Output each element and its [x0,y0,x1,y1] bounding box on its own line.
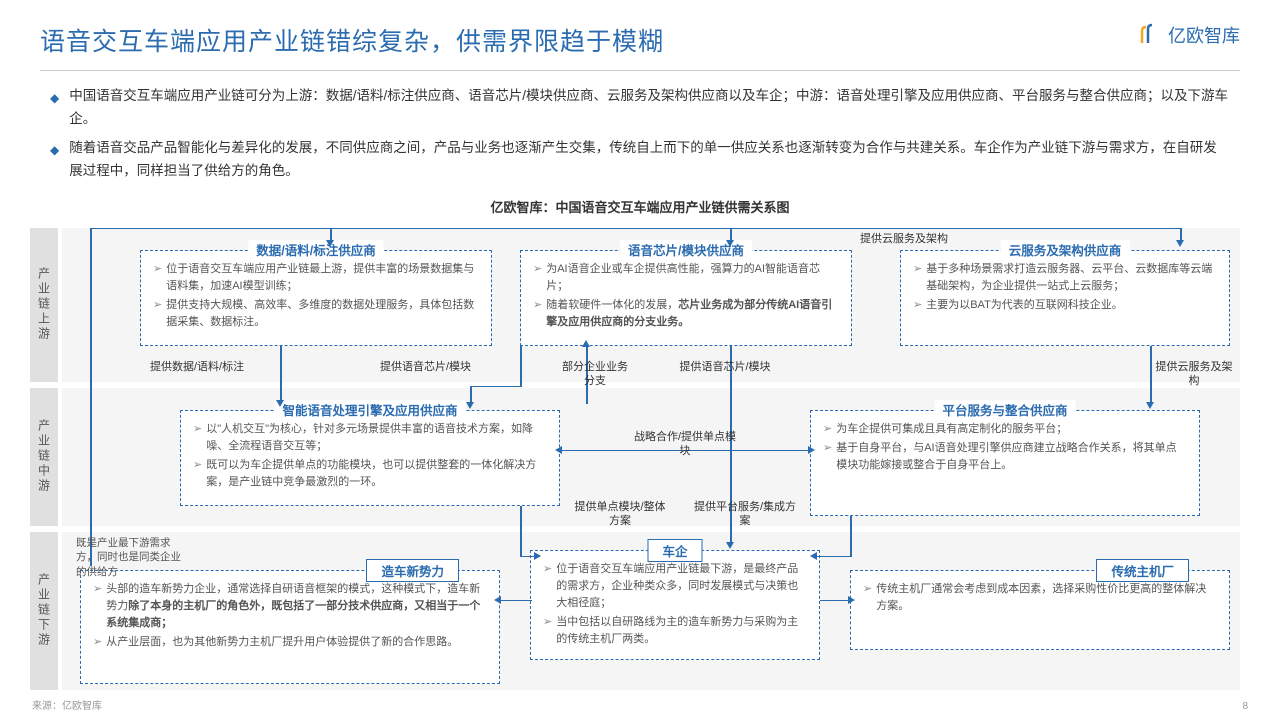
bullet-2: ◆随着语音交品产品智能化与差异化的发展，不同供应商之间，产品与业务也逐渐产生交集… [50,137,1230,183]
arrow-eng-plat-r [808,446,815,454]
box-data-supplier-title: 数据/语料/标注供应商 [248,240,383,259]
box-cloud-supplier: 云服务及架构供应商 基于多种场景需求打造云服务器、云平台、云数据库等云端基础架构… [900,250,1230,346]
line-data-engine [280,346,282,402]
label-e3: 部分企业业务分支 [560,360,630,389]
logo-text: 亿欧智库 [1168,22,1240,48]
box-data-supplier: 数据/语料/标注供应商 位于语音交互车端应用产业链最上游，提供丰富的场景数据集与… [140,250,492,346]
line-plat-oem-h [816,556,852,558]
arrow-eng-plat-l [555,446,562,454]
label-e9: 提供平台服务/集成方案 [690,500,800,529]
box-platform-supplier-title: 平台服务与整合供应商 [934,400,1075,419]
arrow-branch [582,340,590,347]
note-new-oem: 既是产业最下游需求方，同时也是同类企业的供给方 [76,536,186,580]
box-trad-oem-title: 传统主机厂 [1096,559,1189,582]
arrow-eng-oem [534,552,541,560]
arrow-to-cloud [1176,240,1184,247]
bullet-1: ◆中国语音交互车端应用产业链可分为上游：数据/语料/标注供应商、语音芯片/模块供… [50,85,1230,131]
page-number: 8 [1242,701,1248,712]
box-trad-oem: 传统主机厂 传统主机厂通常会考虑到成本因素，选择采购性价比更高的整体解决方案。 [850,570,1230,650]
line-oem-new [500,600,532,602]
box-engine-supplier: 智能语音处理引擎及应用供应商 以"人机交互"为核心，针对多元场景提供丰富的语音技… [180,410,560,506]
arrow-data-engine [276,400,284,407]
arrow-plat-oem [810,552,817,560]
label-e6: 提供云服务及架构 [1154,360,1234,389]
arrow-oem-new [494,596,501,604]
line-chip-engine-v [520,346,522,386]
arrow-cloud-plat [1146,402,1154,409]
label-e5: 提供云服务及架构 [860,232,948,246]
logo: 亿欧智库 [1138,22,1240,48]
intro-bullets: ◆中国语音交互车端应用产业链可分为上游：数据/语料/标注供应商、语音芯片/模块供… [0,71,1280,197]
box-oem: 车企 位于语音交互车端应用产业链最下游，是最终产品的需求方，企业种类众多，同时发… [530,550,820,660]
line-chip-engine-h [470,386,522,388]
box-engine-supplier-title: 智能语音处理引擎及应用供应商 [274,400,465,419]
line-eng-oem-v [520,506,522,556]
line-top-l [330,228,332,242]
arrow-oem-trad [848,596,855,604]
label-e8: 提供单点模块/整体方案 [570,500,670,529]
label-e2: 提供语音芯片/模块 [380,360,471,374]
supply-chain-diagram: 产业链上游 产业链中游 产业链下游 数据/语料/标注供应商 位于语音交互车端应用… [30,220,1250,702]
line-top-m [730,228,732,242]
line-top [90,228,1180,230]
box-platform-supplier: 平台服务与整合供应商 为车企提供可集成且具有高定制化的服务平台；基于自身平台，与… [810,410,1200,516]
line-left-loop [90,228,92,566]
box-cloud-supplier-title: 云服务及架构供应商 [1001,240,1130,259]
arrow-chip-oem [726,542,734,549]
box-oem-title: 车企 [647,539,702,562]
chart-title: 亿欧智库：中国语音交互车端应用产业链供需关系图 [0,197,1280,216]
footer-source: 来源：亿欧智库 [32,697,102,712]
box-chip-supplier: 语音芯片/模块供应商 为AI语音企业或车企提供高性能，强算力的AI智能语音芯片；… [520,250,852,346]
tier-label-downstream: 产业链下游 [30,532,58,690]
line-plat-oem-v [850,516,852,556]
logo-icon [1138,23,1162,47]
label-e7: 战略合作/提供单点模块 [630,430,740,459]
label-e4: 提供语音芯片/模块 [670,360,780,374]
arrow-chip-engine [466,402,474,409]
box-new-oem: 造车新势力 头部的造车新势力企业，通常选择自研语音框架的模式，这种模式下，造车新… [80,570,500,684]
line-cloud-plat [1150,346,1152,404]
page-title: 语音交互车端应用产业链错综复杂，供需界限趋于模糊 [40,22,664,58]
box-new-oem-title: 造车新势力 [366,559,459,582]
tier-label-midstream: 产业链中游 [30,388,58,526]
label-e1: 提供数据/语料/标注 [150,360,244,374]
tier-label-upstream: 产业链上游 [30,228,58,382]
